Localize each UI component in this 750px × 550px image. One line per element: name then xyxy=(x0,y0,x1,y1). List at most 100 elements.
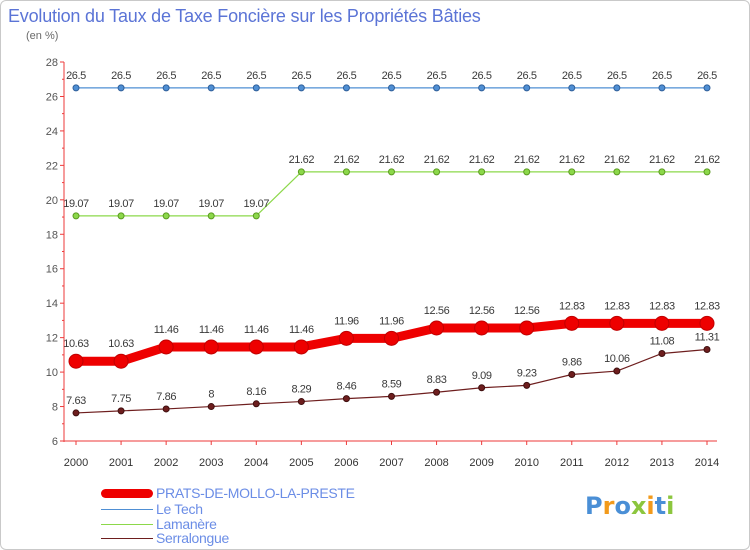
data-point-prats-de-mollo-la-preste xyxy=(203,339,219,355)
x-tick-label: 2005 xyxy=(289,457,313,469)
series-layer xyxy=(68,84,715,417)
data-point-serralongue xyxy=(658,349,666,357)
data-point-prats-de-mollo-la-preste xyxy=(699,315,715,331)
data-point-serralongue xyxy=(388,392,395,400)
data-point-lamanere xyxy=(523,168,531,176)
data-point-serralongue xyxy=(72,409,80,417)
data-label-le-tech: 26.5 xyxy=(562,70,582,82)
y-tick-label: 10 xyxy=(46,367,58,379)
data-point-le-tech xyxy=(207,84,215,92)
legend-label-le-tech: Le Tech xyxy=(156,501,203,517)
data-label-serralongue: 9.86 xyxy=(562,357,582,369)
data-label-lamanere: 19.07 xyxy=(198,198,224,210)
data-label-prats-de-mollo-la-preste: 12.56 xyxy=(514,305,540,317)
legend-label-lamanere: Lamanère xyxy=(156,516,217,532)
logo-letter: P xyxy=(585,492,603,520)
data-point-prats-de-mollo-la-preste xyxy=(519,320,535,336)
data-label-le-tech: 26.5 xyxy=(291,70,311,82)
data-label-prats-de-mollo-la-preste: 10.63 xyxy=(63,338,89,350)
y-tick-label: 16 xyxy=(46,264,58,276)
data-label-serralongue: 7.86 xyxy=(156,391,176,403)
y-unit-label: (en %) xyxy=(26,30,59,42)
data-point-le-tech xyxy=(297,84,305,92)
data-point-lamanere xyxy=(117,212,125,220)
data-label-prats-de-mollo-la-preste: 12.83 xyxy=(604,300,630,312)
data-label-le-tech: 26.5 xyxy=(156,70,176,82)
data-label-serralongue: 9.09 xyxy=(472,370,492,382)
data-label-lamanere: 21.62 xyxy=(289,154,315,166)
data-point-prats-de-mollo-la-preste xyxy=(338,330,354,346)
y-tick-label: 28 xyxy=(46,57,58,69)
data-label-prats-de-mollo-la-preste: 11.46 xyxy=(154,324,179,336)
data-label-prats-de-mollo-la-preste: 11.96 xyxy=(379,315,404,327)
data-label-lamanere: 21.62 xyxy=(649,154,675,166)
data-point-prats-de-mollo-la-preste xyxy=(248,339,264,355)
data-point-prats-de-mollo-la-preste xyxy=(429,320,445,336)
legend-swatch-serralongue xyxy=(101,538,153,539)
data-point-le-tech xyxy=(568,84,576,92)
data-point-le-tech xyxy=(342,84,350,92)
data-label-prats-de-mollo-la-preste: 11.46 xyxy=(289,324,314,336)
data-point-le-tech xyxy=(703,84,711,92)
data-label-le-tech: 26.5 xyxy=(517,70,537,82)
data-label-prats-de-mollo-la-preste: 12.56 xyxy=(424,305,450,317)
data-point-serralongue xyxy=(117,407,125,415)
y-tick-label: 24 xyxy=(46,126,58,138)
data-point-prats-de-mollo-la-preste xyxy=(293,339,309,355)
x-tick-label: 2008 xyxy=(424,457,448,469)
data-label-serralongue: 8.46 xyxy=(337,381,357,393)
legend-label-prats: PRATS-DE-MOLLO-LA-PRESTE xyxy=(156,485,355,501)
data-label-serralongue: 8.16 xyxy=(246,386,266,398)
data-label-serralongue: 8.29 xyxy=(291,384,311,396)
data-label-lamanere: 21.62 xyxy=(604,154,630,166)
data-point-serralongue xyxy=(297,398,305,406)
data-point-lamanere xyxy=(207,212,215,220)
x-tick-label: 2004 xyxy=(244,457,268,469)
data-point-serralongue xyxy=(523,381,531,389)
data-point-le-tech xyxy=(613,84,621,92)
data-label-le-tech: 26.5 xyxy=(337,70,357,82)
data-label-prats-de-mollo-la-preste: 12.83 xyxy=(649,300,675,312)
proxiti-logo: Proxiti xyxy=(585,492,674,520)
data-label-serralongue: 9.23 xyxy=(517,367,537,379)
data-label-lamanere: 21.62 xyxy=(694,154,720,166)
data-label-le-tech: 26.5 xyxy=(201,70,221,82)
y-tick-label: 26 xyxy=(46,91,58,103)
data-point-serralongue xyxy=(342,395,350,403)
data-label-serralongue: 10.06 xyxy=(604,353,630,365)
y-tick-label: 6 xyxy=(52,436,58,448)
data-label-lamanere: 21.62 xyxy=(559,154,585,166)
data-point-serralongue xyxy=(703,346,711,354)
data-point-prats-de-mollo-la-preste xyxy=(609,315,625,331)
data-point-lamanere xyxy=(252,212,260,220)
y-tick-label: 12 xyxy=(46,333,58,345)
data-label-serralongue: 7.63 xyxy=(66,395,86,407)
data-label-lamanere: 19.07 xyxy=(108,198,134,210)
data-point-lamanere xyxy=(342,168,350,176)
data-label-le-tech: 26.5 xyxy=(382,70,402,82)
x-tick-label: 2009 xyxy=(469,457,493,469)
data-point-lamanere xyxy=(433,168,441,176)
data-label-serralongue: 11.31 xyxy=(695,332,720,344)
data-label-lamanere: 21.62 xyxy=(514,154,540,166)
data-point-prats-de-mollo-la-preste xyxy=(113,353,129,369)
data-point-le-tech xyxy=(252,84,260,92)
data-point-serralongue xyxy=(613,367,621,375)
data-label-serralongue: 8.83 xyxy=(427,374,447,386)
data-label-le-tech: 26.5 xyxy=(472,70,492,82)
logo-letter: i xyxy=(646,492,655,520)
legend-swatch-lamanere xyxy=(101,524,153,525)
data-labels-layer: 26.5 26.5 26.5 26.5 26.5 26.5 26.5 26.5 26.5 26.5… xyxy=(63,70,720,407)
legend-label-serralongue: Serralongue xyxy=(156,530,229,546)
data-label-prats-de-mollo-la-preste: 12.56 xyxy=(469,305,495,317)
data-point-prats-de-mollo-la-preste xyxy=(158,339,174,355)
data-point-serralongue xyxy=(433,388,441,396)
data-point-prats-de-mollo-la-preste xyxy=(564,315,580,331)
data-point-serralongue xyxy=(162,405,170,413)
data-point-le-tech xyxy=(72,84,80,92)
data-point-le-tech xyxy=(117,84,125,92)
x-tick-label: 2007 xyxy=(379,457,403,469)
data-label-prats-de-mollo-la-preste: 11.46 xyxy=(199,324,224,336)
data-point-serralongue xyxy=(568,371,576,379)
